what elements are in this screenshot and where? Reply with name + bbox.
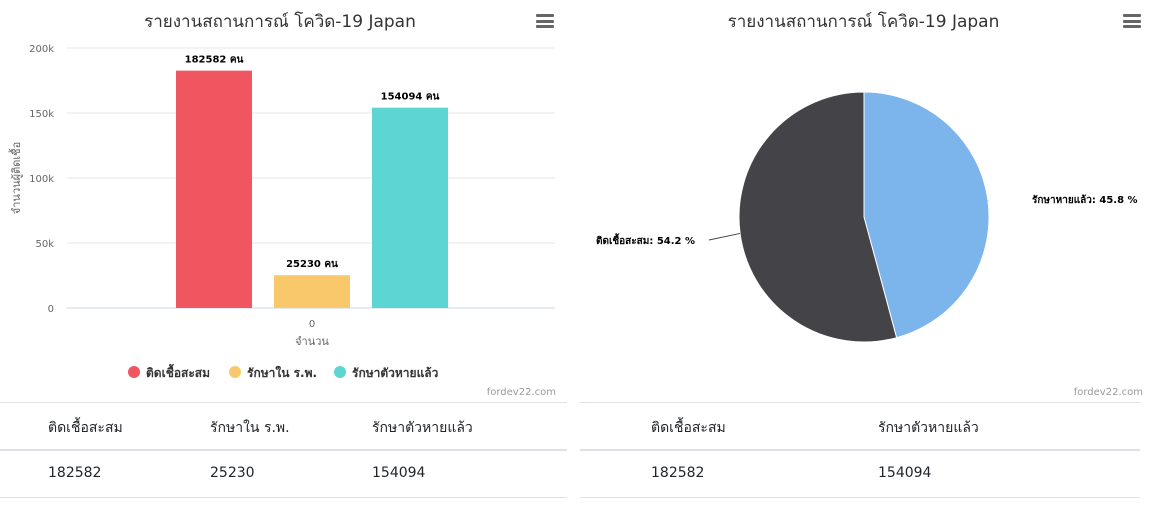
x-tick-label: 0 [309,319,315,330]
table-row: 182582 25230 154094 [0,451,567,498]
table-row: 182582 154094 [580,451,1140,498]
legend-dot-recovered [334,366,346,378]
legend-item-infected[interactable]: ติดเชื้อสะสม [128,364,210,383]
table-header-row: ติดเชื้อสะสม รักษาตัวหายแล้ว [580,402,1140,451]
legend-label-infected: ติดเชื้อสะสม [146,366,211,380]
table-cell: 154094 [372,465,426,481]
table-header: รักษาตัวหายแล้ว [372,420,473,436]
x-axis-title: จำนวน [295,335,329,348]
table-header: รักษาตัวหายแล้ว [878,420,979,436]
table-header: ติดเชื้อสะสม [651,420,726,436]
pie-connector [708,232,741,241]
legend-label-hospitalized: รักษาใน ร.พ. [247,366,318,380]
pie-chart-plot: รักษาหายแล้ว: 45.8 % ติดเชื้อสะสม: 54.2 … [596,91,1138,343]
bar-chart-menu-icon[interactable] [536,14,554,28]
y-tick-label: 200k [29,44,54,55]
pie-stats-table: ติดเชื้อสะสม รักษาตัวหายแล้ว 182582 1540… [580,402,1140,498]
bar-chart-panel: รายงานสถานการณ์ โควิด-19 Japan 0 50k 100k 1… [0,0,570,525]
y-tick-label: 150k [29,109,54,120]
table-header: รักษาใน ร.พ. [210,420,290,436]
y-tick-label: 100k [29,174,54,185]
table-header-row: ติดเชื้อสะสม รักษาใน ร.พ. รักษาตัวหายแล้… [0,402,567,451]
pie-label-infected: ติดเชื้อสะสม: 54.2 % [596,233,695,247]
bar-stats-table: ติดเชื้อสะสม รักษาใน ร.พ. รักษาตัวหายแล้… [0,402,567,498]
pie-chart-title: รายงานสถานการณ์ โควิด-19 Japan [727,12,1000,32]
y-axis-title: จำนวนผู้ติดเชื้อ [8,142,23,214]
legend-item-hospitalized[interactable]: รักษาใน ร.พ. [229,364,317,383]
table-header: ติดเชื้อสะสม [48,420,123,436]
pie-chart-credits[interactable]: fordev22.com [1073,387,1143,398]
legend-label-recovered: รักษาตัวหายแล้ว [352,366,439,380]
bar-data-label: 182582 คน [185,55,244,66]
pie-chart-panel: รายงานสถานการณ์ โควิด-19 Japan รักษาหายแ… [580,0,1155,525]
bar-chart-plot: 0 50k 100k 150k 200k 182582 คน 25230 คน 154094… [8,44,555,348]
legend-dot-infected [128,366,140,378]
pie-slice[interactable] [863,91,990,339]
legend-dot-hospitalized [229,366,241,378]
bar[interactable] [176,70,252,308]
y-tick-label: 50k [35,239,54,250]
pie-chart-menu-icon[interactable] [1123,14,1141,28]
table-cell: 25230 [210,465,255,481]
table-cell: 182582 [651,465,705,481]
pie-slice[interactable] [738,91,898,343]
bar-data-label: 154094 คน [381,92,440,103]
bar-data-label: 25230 คน [286,259,338,270]
bar[interactable] [274,275,350,308]
bar[interactable] [372,107,448,309]
table-cell: 182582 [48,465,102,481]
legend-item-recovered[interactable]: รักษาตัวหายแล้ว [334,364,438,383]
table-cell: 154094 [878,465,932,481]
y-tick-label: 0 [48,304,54,315]
pie-label-recovered: รักษาหายแล้ว: 45.8 % [1032,194,1138,206]
bar-chart-title: รายงานสถานการณ์ โควิด-19 Japan [144,12,416,32]
bar-chart-credits[interactable]: fordev22.com [486,387,556,398]
